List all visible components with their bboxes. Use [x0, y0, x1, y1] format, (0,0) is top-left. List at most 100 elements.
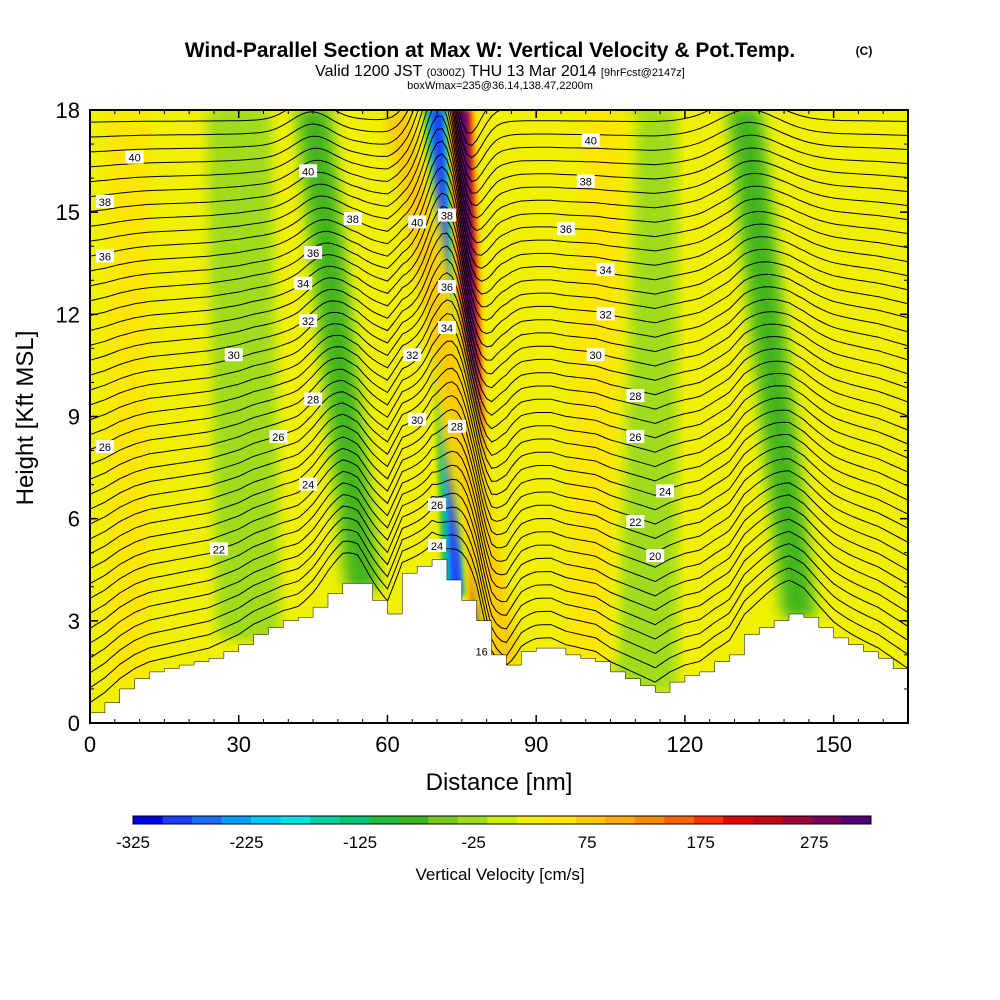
contour-label-box — [586, 348, 605, 362]
contour-label: 32 — [596, 307, 615, 321]
contour-label-box — [437, 280, 456, 294]
colorbar-swatch — [516, 816, 547, 824]
contour-label: 30 — [408, 412, 427, 427]
contour-label: 40 — [581, 133, 600, 148]
isentrope-line — [90, 326, 908, 465]
isentrope-line — [90, 422, 908, 570]
colorbar-swatch — [811, 816, 842, 824]
isentrope-line — [90, 285, 908, 421]
chart-title: Wind-Parallel Section at Max W: Vertical… — [185, 39, 796, 62]
isentrope-line — [90, 179, 908, 308]
contour-label-text: 36 — [99, 251, 111, 263]
isentrope-line — [90, 110, 908, 159]
contour-label-box — [403, 348, 422, 362]
colorbar-swatch — [162, 816, 193, 824]
plot-area: 40 38 36 30 26 26 24 22 28 32 34 36 38 40 40 38 36 34 32 30… — [90, 110, 908, 723]
colorbar-swatch — [634, 816, 665, 824]
contour-label-box — [428, 538, 447, 552]
colorbar-swatch — [457, 816, 488, 824]
contour-label-box — [299, 164, 318, 178]
contour-label-box — [596, 263, 615, 277]
contour-label-box — [428, 498, 447, 512]
colorbar-swatch — [251, 816, 281, 824]
contour-label: 24 — [656, 484, 675, 498]
y-tick-label: 6 — [68, 507, 80, 532]
isentrope-line — [90, 519, 908, 674]
isentrope-line — [90, 272, 908, 406]
y-axis-label: Height [Kft MSL] — [12, 331, 39, 506]
isentrope-line — [90, 219, 908, 348]
colorbar-swatch — [782, 816, 813, 824]
isentrope-line — [90, 506, 908, 659]
contour-label: 26 — [626, 429, 645, 444]
contour-label-box — [656, 484, 675, 498]
contour-label-text: 40 — [585, 136, 597, 148]
contour-label: 38 — [437, 208, 456, 223]
contour-label: 32 — [403, 348, 422, 362]
contour-label-box — [408, 412, 427, 426]
colorbar-swatch — [693, 816, 724, 824]
contour-label-box — [125, 150, 144, 164]
contour-label-box — [556, 222, 575, 236]
contour-labels: 40 38 36 30 26 26 24 22 28 32 34 36 38 40 40 38 36 34 32 30… — [95, 133, 675, 658]
contour-label-box — [209, 542, 228, 556]
isentrope-line — [90, 166, 908, 295]
colorbar-frame — [132, 815, 872, 825]
velocity-band — [730, 110, 813, 617]
contour-label: 22 — [626, 515, 645, 529]
contour-label-box — [646, 549, 665, 563]
colorbar-swatch — [723, 816, 754, 824]
contour-label-text: 36 — [307, 248, 319, 260]
contour-label: 24 — [428, 538, 447, 553]
isentrope-line — [90, 408, 908, 555]
contour-label-text: 40 — [128, 153, 140, 165]
contour-label: 26 — [95, 440, 114, 454]
isentrope-line — [90, 381, 908, 525]
contour-label-text: 32 — [599, 309, 611, 321]
colorbar-tick-label: -225 — [230, 833, 264, 852]
contour-label-box — [343, 211, 362, 225]
isentrope-line — [90, 367, 908, 510]
colorbar-swatch — [133, 816, 163, 824]
contour-label: 30 — [224, 348, 243, 362]
isentrope-line — [90, 110, 908, 207]
copyright-mark: (C) — [856, 44, 873, 58]
contour-label-text: 30 — [411, 415, 423, 427]
contour-label-box — [437, 320, 456, 334]
colorbar-swatch — [487, 816, 518, 824]
isentrope-line — [90, 245, 908, 376]
isentrope-line — [90, 110, 908, 232]
x-tick-label: 150 — [815, 732, 852, 757]
isentrope-line — [90, 340, 908, 480]
colorbar-swatch — [280, 816, 311, 824]
y-tick-label: 0 — [68, 711, 80, 736]
contour-label: 38 — [95, 194, 114, 209]
contour-label-box — [472, 644, 491, 658]
colorbar-swatch — [605, 816, 636, 824]
potential-temperature-contours — [90, 110, 908, 704]
colorbar-swatch — [398, 816, 429, 824]
isentrope-line — [90, 110, 908, 194]
contour-label: 36 — [556, 222, 575, 236]
contour-label-box — [581, 133, 600, 147]
subtitle-zulu: (0300Z) — [427, 67, 466, 79]
contour-label-text: 38 — [99, 197, 111, 209]
terrain — [90, 559, 908, 723]
contour-label: 38 — [343, 211, 362, 226]
contour-label: 38 — [576, 174, 595, 189]
contour-label-text: 26 — [431, 500, 443, 512]
contour-label-text: 34 — [441, 323, 453, 335]
contour-label-box — [299, 314, 318, 328]
contour-label-text: 24 — [302, 480, 314, 492]
isentrope-line — [90, 206, 908, 335]
contour-label-box — [304, 246, 323, 260]
isentrope-line — [90, 531, 908, 689]
contour-label: 32 — [299, 314, 318, 328]
contour-label-box — [294, 276, 313, 290]
subtitle-date: THU 13 Mar 2014 — [469, 63, 596, 80]
y-tick-label: 12 — [56, 302, 80, 327]
colorbar-swatch — [339, 816, 370, 824]
contour-label: 34 — [596, 263, 615, 277]
contour-label-text: 26 — [272, 432, 284, 444]
